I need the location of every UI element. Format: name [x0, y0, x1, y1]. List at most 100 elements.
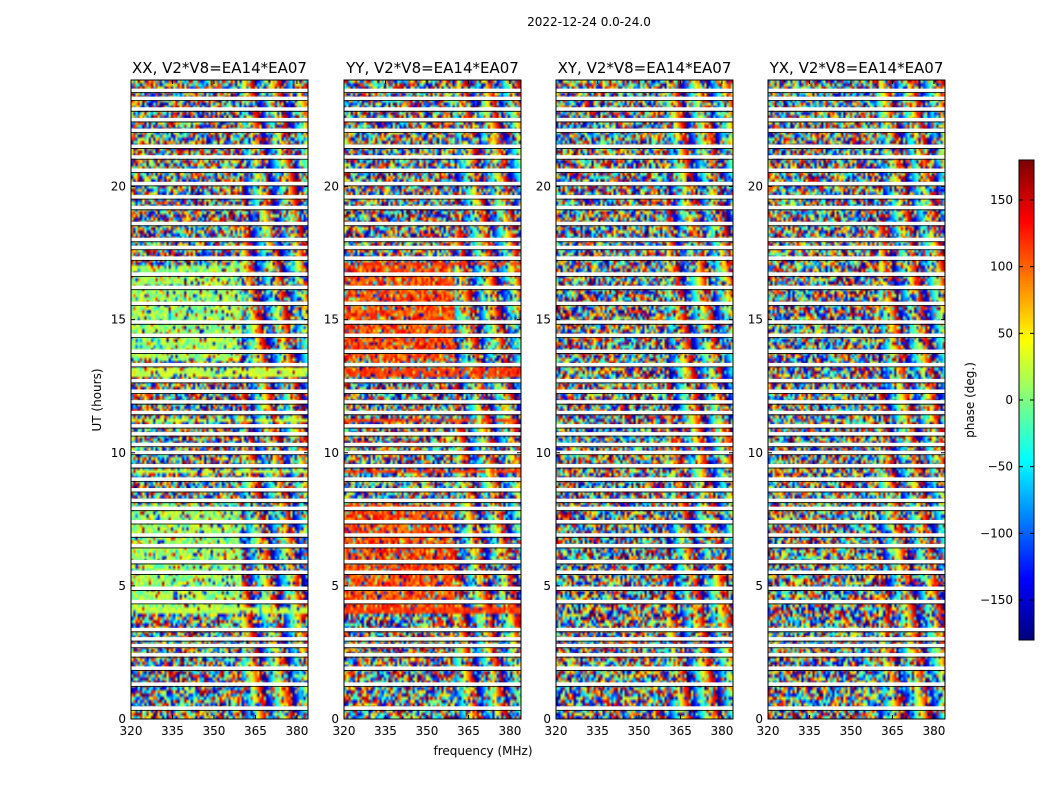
flagged-row — [344, 432, 521, 436]
flagged-row — [556, 333, 733, 338]
panels: XX, V2*V8=EA14*EA07 320 335 350 365 380 0 5 10 15… — [111, 59, 946, 738]
x-tick-label: 380 — [498, 724, 521, 738]
flagged-row — [344, 320, 521, 324]
y-tick-label: 5 — [543, 579, 551, 593]
flagged-row — [768, 205, 945, 210]
flagged-row — [344, 205, 521, 210]
flagged-row — [131, 442, 308, 447]
flagged-row — [556, 442, 733, 447]
flagged-row — [131, 666, 308, 670]
panel-frame — [555, 79, 734, 720]
panel-frame — [767, 79, 946, 720]
y-tick-label: 0 — [331, 712, 339, 726]
y-tick-label: 20 — [111, 180, 126, 194]
flagged-row — [344, 378, 521, 383]
flagged-row — [131, 237, 308, 242]
y-tick-label: 5 — [755, 579, 763, 593]
flagged-row — [131, 349, 308, 354]
x-tick-label: 380 — [922, 724, 945, 738]
flagged-row — [131, 400, 308, 404]
x-tick-label: 350 — [203, 724, 226, 738]
flagged-row — [768, 272, 945, 276]
flagged-row — [131, 477, 308, 481]
panel-title: XY, V2*V8=EA14*EA07 — [558, 59, 732, 77]
flagged-row — [556, 96, 733, 101]
x-tick-label: 365 — [881, 724, 904, 738]
flagged-row — [131, 519, 308, 524]
flagged-row — [768, 144, 945, 149]
flagged-row — [768, 627, 945, 632]
flagged-row — [768, 506, 945, 511]
y-tick-label: 5 — [331, 579, 339, 593]
flagged-row — [556, 706, 733, 710]
flagged-row — [344, 498, 521, 503]
flagged-row — [556, 533, 733, 537]
flagged-row — [344, 301, 521, 306]
y-tick-label: 5 — [118, 579, 126, 593]
flagged-row — [768, 107, 945, 111]
flagged-row — [768, 88, 945, 93]
heatmap-image — [344, 80, 521, 719]
flagged-row — [768, 221, 945, 226]
flagged-row — [131, 155, 308, 159]
flagged-row — [768, 301, 945, 306]
colorbar-tick-label: 150 — [990, 193, 1013, 207]
flagged-row — [344, 88, 521, 93]
flagged-row — [556, 256, 733, 260]
flagged-row — [131, 543, 308, 548]
flagged-row — [768, 400, 945, 404]
x-tick-label: 380 — [710, 724, 733, 738]
flagged-row — [131, 221, 308, 226]
flagged-row — [768, 477, 945, 481]
flagged-row — [344, 107, 521, 111]
heatmap-image — [556, 80, 733, 719]
flagged-row — [131, 627, 308, 632]
flagged-row — [344, 349, 521, 354]
panel-title: YY, V2*V8=EA14*EA07 — [345, 59, 519, 77]
flagged-row — [344, 389, 521, 394]
flagged-row — [556, 378, 733, 383]
flagged-row — [556, 464, 733, 468]
flagged-row — [768, 424, 945, 428]
flagged-row — [768, 559, 945, 564]
flagged-row — [768, 488, 945, 492]
flagged-row — [556, 637, 733, 641]
colorbar: −150 −100 −50 0 50 100 150 — [980, 159, 1035, 641]
colorbar-tick-label: 0 — [1005, 393, 1013, 407]
flagged-row — [768, 128, 945, 133]
flagged-row — [344, 117, 521, 122]
flagged-row — [131, 424, 308, 428]
y-tick-label: 10 — [536, 446, 551, 460]
y-tick-label: 0 — [755, 712, 763, 726]
flagged-row — [131, 245, 308, 250]
flagged-row — [768, 155, 945, 159]
flagged-row — [131, 195, 308, 199]
colorbar-tick-label: −100 — [980, 526, 1013, 540]
flagged-row — [768, 464, 945, 468]
flagged-row — [131, 320, 308, 324]
flagged-row — [344, 272, 521, 276]
x-tick-label: 320 — [545, 724, 568, 738]
panel-frame — [343, 79, 522, 720]
flagged-row — [556, 424, 733, 428]
flagged-row — [556, 107, 733, 111]
flagged-row — [344, 488, 521, 492]
flagged-row — [768, 349, 945, 354]
x-tick-label: 365 — [244, 724, 267, 738]
flagged-row — [131, 533, 308, 537]
flagged-row — [768, 498, 945, 503]
y-tick-label: 15 — [111, 313, 126, 327]
flagged-row — [344, 450, 521, 455]
x-tick-label: 335 — [161, 724, 184, 738]
panel-xx: XX, V2*V8=EA14*EA07 320 335 350 365 380 0 5 10 15… — [111, 59, 309, 738]
flagged-row — [556, 570, 733, 575]
flagged-row — [131, 272, 308, 276]
flagged-row — [131, 653, 308, 657]
flagged-row — [556, 272, 733, 276]
flagged-row — [344, 424, 521, 428]
flagged-row — [556, 666, 733, 670]
flagged-row — [768, 599, 945, 604]
flagged-row — [344, 128, 521, 133]
flagged-row — [131, 637, 308, 641]
